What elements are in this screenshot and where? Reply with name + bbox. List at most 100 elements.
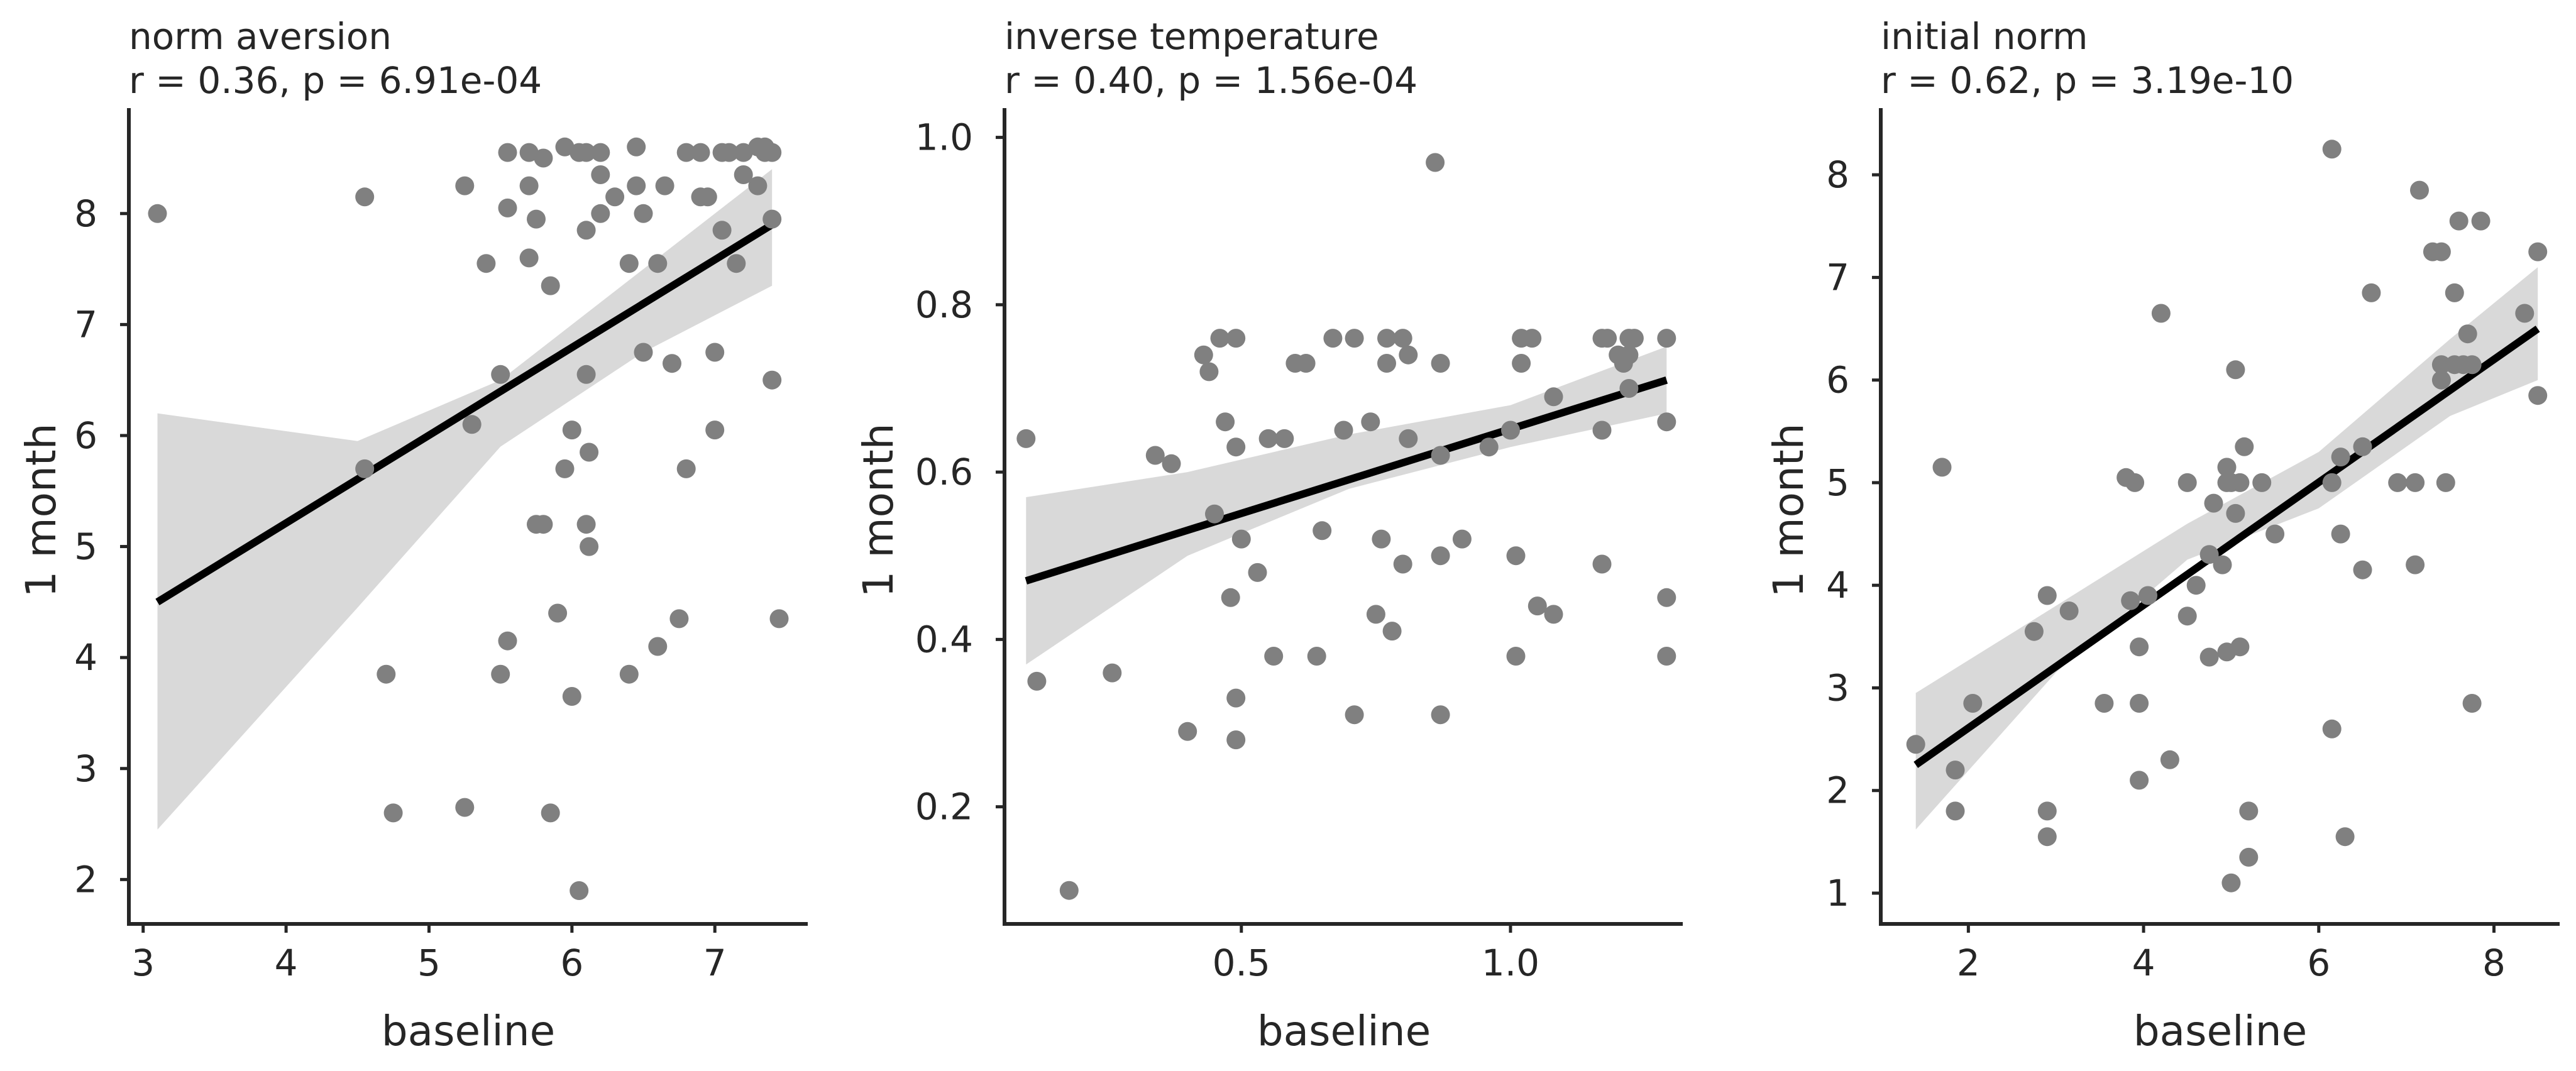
data-point [555,137,575,157]
data-point [2037,801,2057,821]
data-point [1657,647,1676,666]
data-point [1226,730,1246,750]
data-point [591,204,610,223]
data-point [576,515,596,534]
data-point [1016,429,1036,448]
data-point [1345,329,1364,348]
data-point [383,803,403,823]
data-point [2199,545,2219,564]
data-point [648,254,668,273]
panel-title: norm aversion [129,15,392,58]
data-point [2037,827,2057,847]
data-point [2322,473,2342,492]
data-point [1592,554,1612,574]
y-tick-label: 1.0 [915,116,973,159]
data-point [2462,355,2482,375]
data-point [1501,420,1520,440]
data-point [734,165,753,184]
data-point [762,209,782,229]
data-point [498,631,517,651]
data-point [619,254,639,273]
data-point [1399,429,1418,448]
data-point [1906,735,1925,754]
data-point [2410,180,2429,200]
data-point [555,459,575,478]
panel-initial-norm: initial norm r = 0.62, p = 3.19e-10 2 4 6 8… [1764,15,2560,1055]
x-tick-label: 0.5 [1213,942,1270,984]
x-tick-label: 5 [417,942,441,984]
y-tick-label: 4 [1826,564,1849,607]
data-point [1162,454,1181,473]
data-point [1431,354,1450,373]
data-point [1372,529,1391,549]
data-point [1624,329,1644,348]
data-point [2431,355,2451,375]
confidence-band [157,169,773,830]
data-point [498,143,517,162]
data-point [1657,412,1676,432]
data-point [1275,429,1294,448]
regression-line [155,221,774,605]
data-point [663,354,681,373]
data-point [580,442,599,462]
data-point [476,254,496,273]
data-point [2160,750,2179,769]
data-point [1544,605,1563,624]
data-point [541,803,560,823]
y-tick-label: 8 [74,192,97,235]
data-point [1264,647,1284,666]
data-point [576,221,596,240]
data-point [1221,588,1240,607]
x-tick-label: 4 [2132,942,2155,984]
data-point [548,603,568,623]
data-point [2431,370,2451,390]
data-point [562,420,581,440]
panel-norm-aversion: norm aversion r = 0.36, p = 6.91e-04 3 4 5… [17,15,808,1055]
data-point [2239,801,2259,821]
data-point [1377,329,1396,348]
y-tick-label: 5 [74,525,97,568]
data-point [1512,354,1531,373]
data-point [734,143,753,162]
data-point [1963,694,1983,713]
y-tick-label: 7 [1826,256,1849,299]
data-point [1393,554,1412,574]
data-point [1431,546,1450,566]
data-point [2515,304,2535,323]
data-point [762,143,782,162]
data-point [719,143,739,162]
y-tick-label: 3 [1826,666,1849,709]
data-point [2199,647,2219,667]
data-point [534,515,553,534]
regression-line [1025,376,1668,585]
data-point [1199,362,1219,382]
data-point [355,187,375,207]
data-point [2449,211,2469,231]
y-tick-label: 7 [74,303,97,346]
data-point [519,176,539,195]
data-point [2265,524,2285,544]
data-point [2226,360,2245,380]
data-point [2230,637,2250,657]
data-point [1231,529,1251,549]
panel-title: initial norm [1881,15,2088,58]
data-point [2331,524,2350,544]
data-point [2217,458,2237,477]
data-point [2177,473,2197,492]
data-point [491,365,510,384]
data-point [1592,420,1612,440]
data-point [627,137,646,157]
data-point [2037,586,2057,605]
data-point [2130,637,2149,657]
data-point [669,609,689,629]
data-point [462,415,482,434]
data-point [527,209,546,229]
data-point [1205,504,1224,524]
data-point [2388,473,2408,492]
data-point [1307,647,1326,666]
data-point [519,248,539,268]
panel-stats-subtitle: r = 0.62, p = 3.19e-10 [1881,59,2294,102]
y-tick-label: 3 [74,747,97,790]
x-axis-label: baseline [382,1007,555,1055]
confidence-band [1915,267,2538,830]
